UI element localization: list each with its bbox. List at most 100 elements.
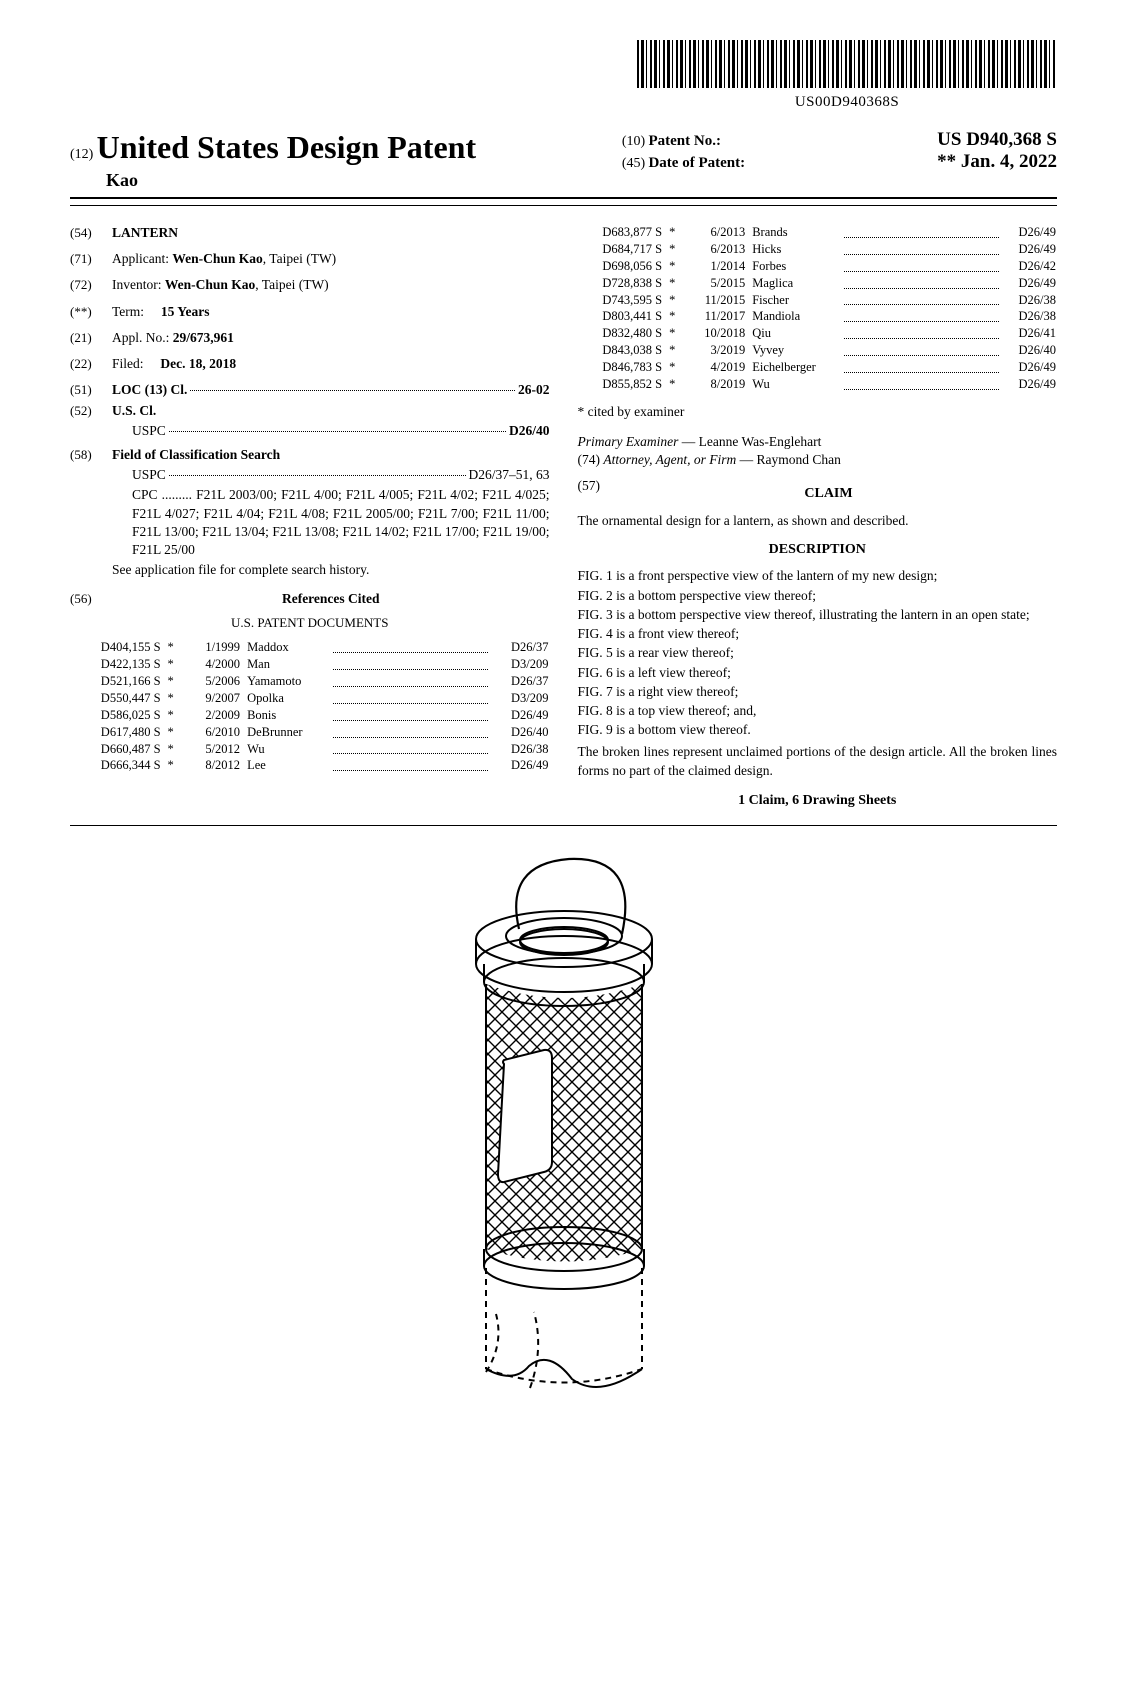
barcode-graphic: [637, 40, 1057, 88]
references-cited-label: References Cited: [112, 590, 550, 608]
claim-text: The ornamental design for a lantern, as …: [578, 512, 1058, 530]
reference-row: D684,717 S*6/2013HicksD26/49: [578, 241, 1058, 258]
code-22: (22): [70, 355, 112, 373]
right-column: D683,877 S*6/2013BrandsD26/49D684,717 S*…: [578, 224, 1058, 811]
code-term: (**): [70, 303, 112, 321]
claim-heading: CLAIM: [600, 485, 1057, 504]
reference-row: D683,877 S*6/2013BrandsD26/49: [578, 224, 1058, 241]
references-table-right: D683,877 S*6/2013BrandsD26/49D684,717 S*…: [578, 224, 1058, 393]
applicant-name: Wen-Chun Kao: [172, 250, 262, 268]
fcs-uspc-value: D26/37–51, 63: [469, 466, 550, 484]
reference-row: D698,056 S*1/2014ForbesD26/42: [578, 258, 1058, 275]
figure-description: FIG. 5 is a rear view thereof;: [578, 644, 1058, 662]
fcs-uspc-label: USPC: [132, 466, 166, 484]
rule: [70, 205, 1057, 206]
cpc-block: CPC ......... F21L 2003/00; F21L 4/00; F…: [70, 486, 550, 559]
reference-row: D855,852 S*8/2019WuD26/49: [578, 376, 1058, 393]
fcs-note: See application file for complete search…: [70, 561, 550, 579]
figure-descriptions: FIG. 1 is a front perspective view of th…: [578, 567, 1058, 739]
barcode-text: US00D940368S: [637, 94, 1057, 111]
header: (12) United States Design Patent Kao (10…: [70, 129, 1057, 199]
label-date: Date of Patent:: [648, 155, 818, 172]
author: Kao: [70, 170, 614, 191]
code-58: (58): [70, 446, 112, 464]
fcs-label: Field of Classification Search: [112, 446, 280, 464]
filed-date: Dec. 18, 2018: [160, 355, 236, 373]
appl-label: Appl. No.:: [112, 329, 169, 347]
attorney-label: Attorney, Agent, or Firm: [603, 452, 736, 467]
reference-row: D728,838 S*5/2015MaglicaD26/49: [578, 275, 1058, 292]
left-column: (54)LANTERN (71)Applicant: Wen-Chun Kao,…: [70, 224, 550, 811]
barcode-region: US00D940368S: [70, 40, 1057, 111]
uspc-value: D26/40: [509, 422, 550, 440]
uspc-label: USPC: [132, 422, 166, 440]
claim-sheet-count: 1 Claim, 6 Drawing Sheets: [578, 792, 1058, 811]
figure-description: FIG. 2 is a bottom perspective view ther…: [578, 587, 1058, 605]
reference-row: D404,155 S*1/1999MaddoxD26/37: [70, 639, 550, 656]
code-72: (72): [70, 276, 112, 294]
reference-row: D743,595 S*11/2015FischerD26/38: [578, 292, 1058, 309]
label-patent-no: Patent No.:: [648, 133, 818, 150]
code-74: (74): [578, 452, 601, 467]
invention-title: LANTERN: [112, 224, 178, 242]
description-heading: DESCRIPTION: [578, 541, 1058, 560]
figure-description: FIG. 9 is a bottom view thereof.: [578, 721, 1058, 739]
code-57: (57): [578, 477, 601, 512]
reference-row: D521,166 S*5/2006YamamotoD26/37: [70, 673, 550, 690]
reference-row: D666,344 S*8/2012LeeD26/49: [70, 757, 550, 774]
us-patent-docs-label: U.S. PATENT DOCUMENTS: [70, 614, 550, 632]
examiner-label: Primary Examiner: [578, 434, 679, 449]
code-51: (51): [70, 381, 112, 399]
patent-drawing: [70, 844, 1057, 1408]
reference-row: D422,135 S*4/2000ManD3/209: [70, 656, 550, 673]
inventor-label: Inventor:: [112, 276, 162, 294]
figure-description: FIG. 3 is a bottom perspective view ther…: [578, 606, 1058, 624]
bottom-rule: [70, 825, 1057, 826]
reference-row: D803,441 S*11/2017MandiolaD26/38: [578, 308, 1058, 325]
code-52: (52): [70, 402, 112, 420]
inventor-loc: , Taipei (TW): [255, 276, 328, 294]
code-54: (54): [70, 224, 112, 242]
term-value: 15 Years: [161, 303, 210, 321]
code-71: (71): [70, 250, 112, 268]
inventor-name: Wen-Chun Kao: [165, 276, 255, 294]
figure-description: FIG. 7 is a right view thereof;: [578, 683, 1058, 701]
doc-title: United States Design Patent: [97, 129, 477, 165]
figure-description: FIG. 1 is a front perspective view of th…: [578, 567, 1058, 585]
filed-label: Filed:: [112, 355, 144, 373]
reference-row: D660,487 S*5/2012WuD26/38: [70, 741, 550, 758]
cited-by-examiner: * cited by examiner: [578, 403, 1058, 421]
lantern-figure: [404, 844, 724, 1404]
applicant-label: Applicant:: [112, 250, 169, 268]
inid-patent-no: (10): [622, 134, 645, 150]
reference-row: D846,783 S*4/2019EichelbergerD26/49: [578, 359, 1058, 376]
appl-no: 29/673,961: [173, 329, 234, 347]
reference-row: D617,480 S*6/2010DeBrunnerD26/40: [70, 724, 550, 741]
code-21: (21): [70, 329, 112, 347]
reference-row: D550,447 S*9/2007OpolkaD3/209: [70, 690, 550, 707]
code-56: (56): [70, 590, 112, 608]
examiner-row: Primary Examiner — Leanne Was-Englehart: [578, 433, 1058, 451]
attorney-name: — Raymond Chan: [736, 452, 841, 467]
inid-left: (12): [70, 147, 93, 162]
attorney-row: (74) Attorney, Agent, or Firm — Raymond …: [578, 451, 1058, 469]
loc-value: 26-02: [518, 381, 550, 399]
reference-row: D843,038 S*3/2019VyveyD26/40: [578, 342, 1058, 359]
uscl-label: U.S. Cl.: [112, 402, 156, 420]
patent-date: ** Jan. 4, 2022: [937, 151, 1057, 173]
reference-row: D586,025 S*2/2009BonisD26/49: [70, 707, 550, 724]
broken-lines-note: The broken lines represent unclaimed por…: [578, 743, 1058, 779]
term-label: Term:: [112, 303, 144, 321]
inid-date: (45): [622, 156, 645, 172]
figure-description: FIG. 4 is a front view thereof;: [578, 625, 1058, 643]
figure-description: FIG. 6 is a left view thereof;: [578, 664, 1058, 682]
figure-description: FIG. 8 is a top view thereof; and,: [578, 702, 1058, 720]
cpc-values: F21L 2003/00; F21L 4/00; F21L 4/005; F21…: [132, 487, 550, 557]
patent-number: US D940,368 S: [937, 129, 1057, 151]
loc-label: LOC (13) Cl.: [112, 381, 187, 399]
reference-row: D832,480 S*10/2018QiuD26/41: [578, 325, 1058, 342]
references-table-left: D404,155 S*1/1999MaddoxD26/37D422,135 S*…: [70, 639, 550, 774]
cpc-label: CPC: [132, 487, 158, 502]
applicant-loc: , Taipei (TW): [263, 250, 336, 268]
examiner-name: — Leanne Was-Englehart: [678, 434, 821, 449]
